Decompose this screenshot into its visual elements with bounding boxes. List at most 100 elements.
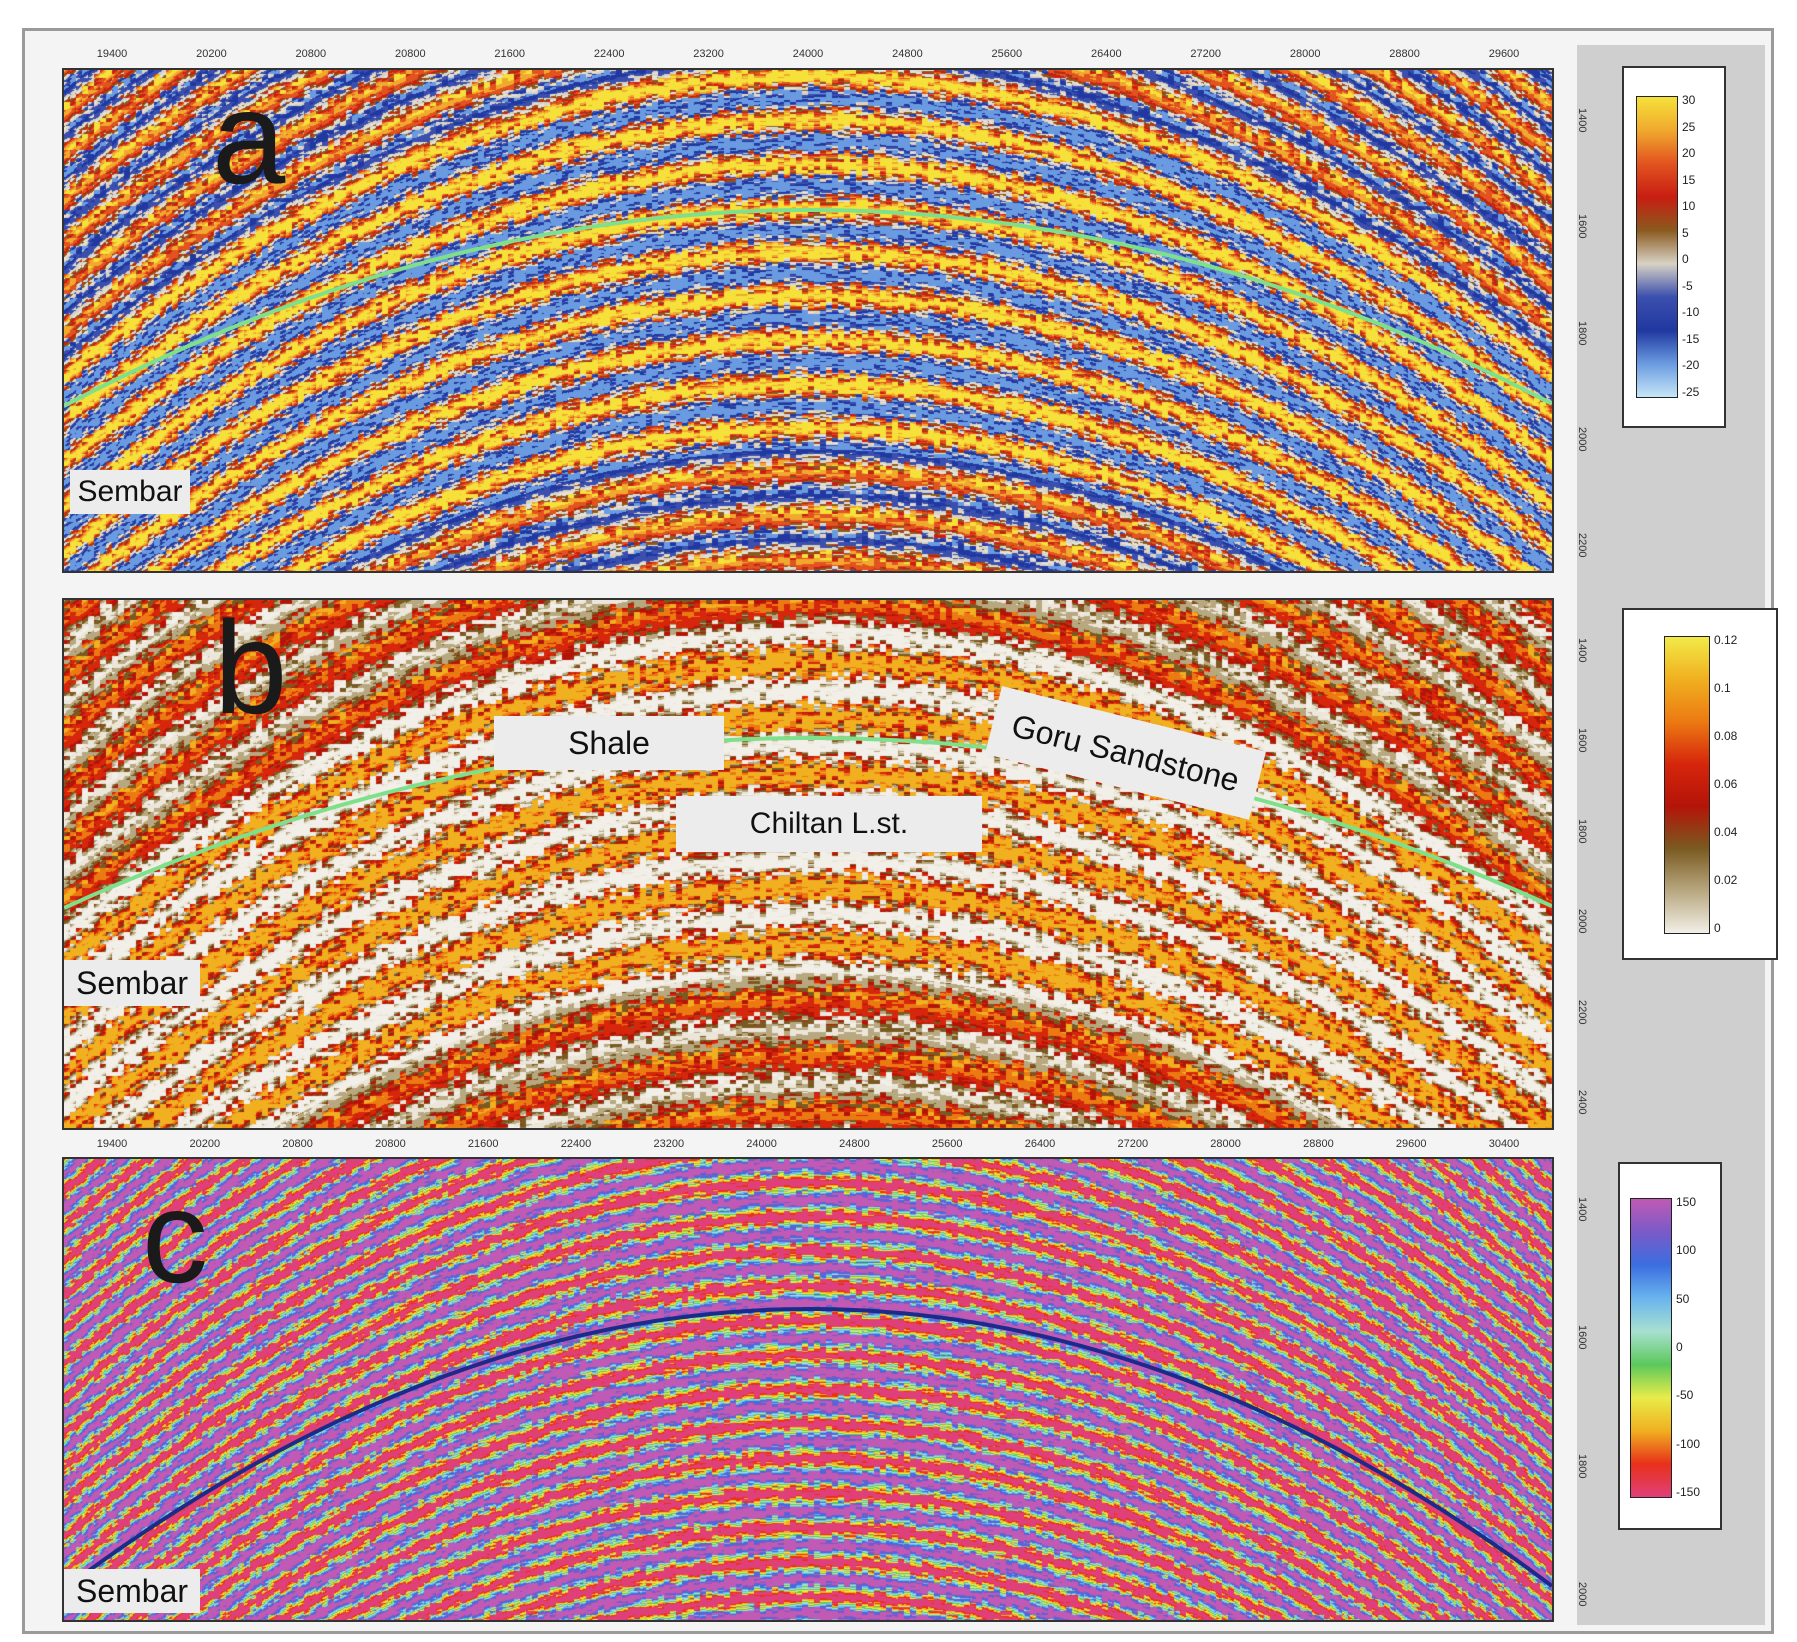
axis-tick-label: 21600 [494,48,525,60]
colorbar-tick-label: 10 [1682,199,1696,214]
amplitude-colorbar: 30 25 20 15 10 5 0 -5 -10 -15 -20 -25 [1622,66,1726,428]
colorbar-tick-label: -20 [1682,358,1700,373]
panel-c-top-axis: 19400 20200 20800 20800 21600 22400 23200 24000… [62,1134,1554,1156]
axis-tick-label: 29600 [1395,1138,1427,1150]
axis-tick-label: 2200 [1576,999,1588,1025]
colorbar-tick-label: -10 [1682,305,1700,320]
axis-tick-label: 1400 [1576,108,1588,133]
colorbar-tick-label: 100 [1676,1243,1697,1258]
colorbar-tick-label: 20 [1682,146,1696,161]
colorbar-tick-label: -50 [1676,1388,1694,1403]
panel-letter: c [142,1163,208,1310]
axis-tick-label: 26400 [1090,48,1122,60]
panel-a-amplitude-section: a Sembar [62,68,1554,573]
colorbar-tick-label: -5 [1682,278,1693,293]
axis-tick-label: 20800 [282,1138,313,1150]
axis-tick-label: 24800 [892,48,923,60]
axis-tick-label: 25600 [931,1138,963,1150]
shale-label: Shale [494,716,724,770]
axis-tick-label: 1600 [1576,214,1588,239]
colorbar-tick-label: 150 [1676,1195,1697,1209]
axis-tick-label: 2200 [1576,533,1588,558]
colorbar-gradient [1664,636,1710,934]
horizon-overlay [64,736,1552,910]
colorbar-tick-label: 0.04 [1714,825,1738,839]
axis-tick-label: 27200 [1190,48,1221,60]
axis-tick-label: 25600 [991,48,1023,60]
axis-tick-label: 19400 [96,1138,128,1150]
colorbar-tick-label: 0.12 [1714,633,1738,647]
horizon-overlay [64,208,1552,408]
chiltan-limestone-label: Chiltan L.st. [676,796,982,852]
axis-tick-label: 19400 [96,48,128,60]
axis-tick-label: 1600 [1576,728,1588,753]
colorbar-tick-label: -25 [1682,385,1700,399]
panel-a-top-axis: 19400 20200 20800 20800 21600 22400 23200 24000… [62,44,1554,66]
axis-tick-label: 1600 [1576,1325,1588,1350]
axis-tick-label: 28000 [1210,1138,1241,1150]
axis-tick-label: 24000 [792,48,824,60]
sembar-label: Sembar [64,1569,200,1613]
colorbar-tick-label: 25 [1682,119,1696,134]
colorbar-tick-label: -15 [1682,331,1700,346]
axis-tick-label: 1800 [1576,818,1588,844]
axis-tick-label: 20800 [295,48,327,60]
colorbar-tick-label: 0.08 [1714,729,1738,743]
axis-tick-label: 1400 [1576,1197,1588,1222]
axis-tick-label: 2000 [1576,909,1588,934]
axis-tick-label: 22400 [593,48,625,60]
colorbar-tick-label: 15 [1682,172,1696,187]
colorbar-tick-label: -150 [1676,1485,1701,1499]
colorbar-tick-label: 0 [1682,252,1689,267]
axis-tick-label: 1800 [1576,320,1588,345]
axis-tick-label: 24800 [839,1138,870,1150]
panel-a-right-axis: 1400 1600 1800 2000 2200 [1572,68,1612,573]
axis-tick-label: 23200 [653,1138,685,1150]
colorbar-tick-label: 0.02 [1714,873,1738,887]
colorbar-tick-label: 0 [1676,1340,1683,1354]
axis-tick-label: 1800 [1576,1453,1588,1479]
axis-tick-label: 21600 [467,1138,499,1150]
sembar-label: Sembar [70,470,190,514]
axis-tick-label: 20800 [394,48,426,60]
panel-b-envelope-section: b Shale Goru Sandstone Chiltan L.st. Sem… [62,598,1554,1130]
colorbar-tick-label: 5 [1682,225,1689,240]
axis-tick-label: 20200 [196,48,227,60]
axis-tick-label: 28800 [1303,1138,1334,1150]
axis-tick-label: 24000 [746,1138,777,1150]
axis-tick-label: 23200 [693,48,724,60]
sembar-label: Sembar [64,960,200,1006]
axis-tick-label: 2400 [1576,1090,1588,1115]
colorbar-tick-label: -100 [1676,1436,1701,1451]
colorbar-tick-label: 0.06 [1714,777,1738,791]
phase-colorbar: 150 100 50 0 -50 -100 -150 [1618,1162,1722,1530]
axis-tick-label: 26400 [1024,1138,1056,1150]
colorbar-gradient [1630,1198,1672,1498]
axis-tick-label: 27200 [1117,1138,1149,1150]
sembar-horizon-line [64,208,1552,408]
axis-tick-label: 20800 [375,1138,406,1150]
seismic-envelope-image [64,600,1552,1128]
axis-tick-label: 28800 [1389,48,1420,60]
axis-tick-label: 20200 [189,1138,221,1150]
colorbar-tick-label: 0.1 [1714,681,1731,695]
sembar-horizon-line [64,736,1552,910]
axis-tick-label: 2000 [1576,1582,1588,1607]
axis-tick-label: 1400 [1576,638,1588,663]
horizon-overlay [64,1307,1552,1591]
axis-tick-label: 30400 [1488,1138,1520,1150]
colorbar-tick-label: 50 [1676,1291,1690,1306]
panel-letter: a [212,68,286,211]
panel-c-right-axis: 1400 1600 1800 2000 [1572,1157,1612,1622]
colorbar-tick-label: 0 [1714,921,1721,935]
seismic-phase-image [64,1159,1552,1620]
axis-tick-label: 2000 [1576,426,1588,452]
envelope-colorbar: 0.12 0.1 0.08 0.06 0.04 0.02 0 [1622,608,1778,960]
panel-b-right-axis: 1400 1600 1800 2000 2200 2400 [1572,598,1612,1130]
colorbar-tick-label: 30 [1682,93,1696,107]
panel-c-phase-section: c Sembar [62,1157,1554,1622]
panel-letter: b [214,598,288,741]
seismic-amplitude-image [64,70,1552,571]
colorbar-gradient [1636,96,1678,398]
axis-tick-label: 28000 [1289,48,1321,60]
